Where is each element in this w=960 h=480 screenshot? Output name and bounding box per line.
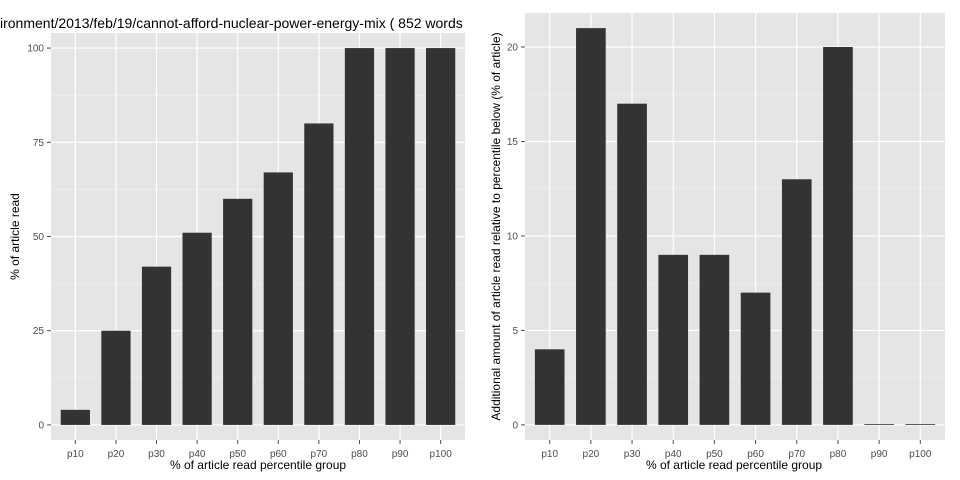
- chart-percent-read: ironment/2013/feb/19/cannot-afford-nucle…: [0, 15, 465, 472]
- y-axis-title: Additional amount of article read relati…: [489, 32, 503, 420]
- y-tick-label: 25: [33, 326, 45, 337]
- x-tick-label: p50: [229, 449, 246, 460]
- x-tick-label: p70: [311, 449, 328, 460]
- bars: [60, 48, 456, 425]
- y-tick-label: 20: [507, 43, 519, 54]
- x-tick-label: p60: [270, 449, 287, 460]
- bar-p10: [534, 349, 565, 425]
- y-axis-title: % of article read: [8, 193, 22, 280]
- x-axis-ticks: p10 p20 p30 p40 p50 p60 p70 p80 p90 p100: [541, 440, 932, 460]
- x-axis-title: % of article read percentile group: [170, 458, 346, 472]
- x-tick-label: p10: [67, 449, 84, 460]
- x-tick-label: p80: [351, 449, 368, 460]
- x-tick-label: p20: [583, 449, 600, 460]
- x-tick-label: p60: [747, 449, 764, 460]
- bar-p90: [864, 424, 894, 425]
- x-tick-label: p90: [871, 449, 888, 460]
- bar-p20: [576, 28, 606, 425]
- x-axis-title: % of article read percentile group: [646, 458, 822, 472]
- y-tick-label: 10: [507, 231, 519, 242]
- x-tick-label: p100: [430, 449, 453, 460]
- x-tick-label: p30: [148, 449, 165, 460]
- bar-p30: [617, 103, 647, 425]
- y-tick-label: 15: [507, 137, 519, 148]
- bar-p80: [344, 48, 375, 425]
- bars: [534, 28, 936, 425]
- bar-p80: [823, 47, 853, 425]
- x-axis-ticks: p10 p20 p30 p40 p50 p60 p70 p80 p90 p100: [67, 440, 452, 460]
- bar-p30: [141, 266, 172, 425]
- bar-p40: [182, 232, 212, 425]
- x-tick-label: p10: [541, 449, 558, 460]
- y-tick-label: 75: [33, 138, 45, 149]
- y-tick-label: 5: [512, 326, 518, 337]
- bar-p70: [304, 123, 334, 425]
- bar-p40: [658, 254, 689, 425]
- bar-p100: [426, 48, 456, 425]
- x-tick-label: p40: [665, 449, 682, 460]
- bar-p20: [101, 330, 131, 425]
- bar-p70: [781, 179, 812, 425]
- bar-p60: [263, 172, 293, 425]
- y-tick-label: 0: [38, 420, 44, 431]
- x-tick-label: p100: [909, 449, 932, 460]
- y-axis-ticks: 0 25 50 75 100: [27, 44, 51, 431]
- x-tick-label: p70: [788, 449, 805, 460]
- x-tick-label: p30: [624, 449, 641, 460]
- y-tick-label: 0: [512, 420, 518, 431]
- bar-p100: [905, 424, 936, 425]
- y-axis-ticks: 0 5 10 15 20: [507, 43, 525, 431]
- bar-p60: [740, 292, 771, 425]
- y-tick-label: 100: [27, 44, 44, 55]
- chart-title: ironment/2013/feb/19/cannot-afford-nucle…: [0, 15, 463, 31]
- x-tick-label: p20: [108, 449, 125, 460]
- bar-p90: [385, 48, 415, 425]
- bar-p50: [223, 198, 253, 425]
- y-tick-label: 50: [33, 232, 45, 243]
- bar-p10: [60, 409, 90, 425]
- x-tick-label: p90: [392, 449, 409, 460]
- x-tick-label: p50: [706, 449, 723, 460]
- bar-p50: [699, 254, 730, 425]
- x-tick-label: p80: [830, 449, 847, 460]
- chart-additional-read: 0 5 10 15 20 p10 p20 p30 p40 p50 p60 p70 p80 p90 p100…: [489, 13, 945, 472]
- x-tick-label: p40: [189, 449, 206, 460]
